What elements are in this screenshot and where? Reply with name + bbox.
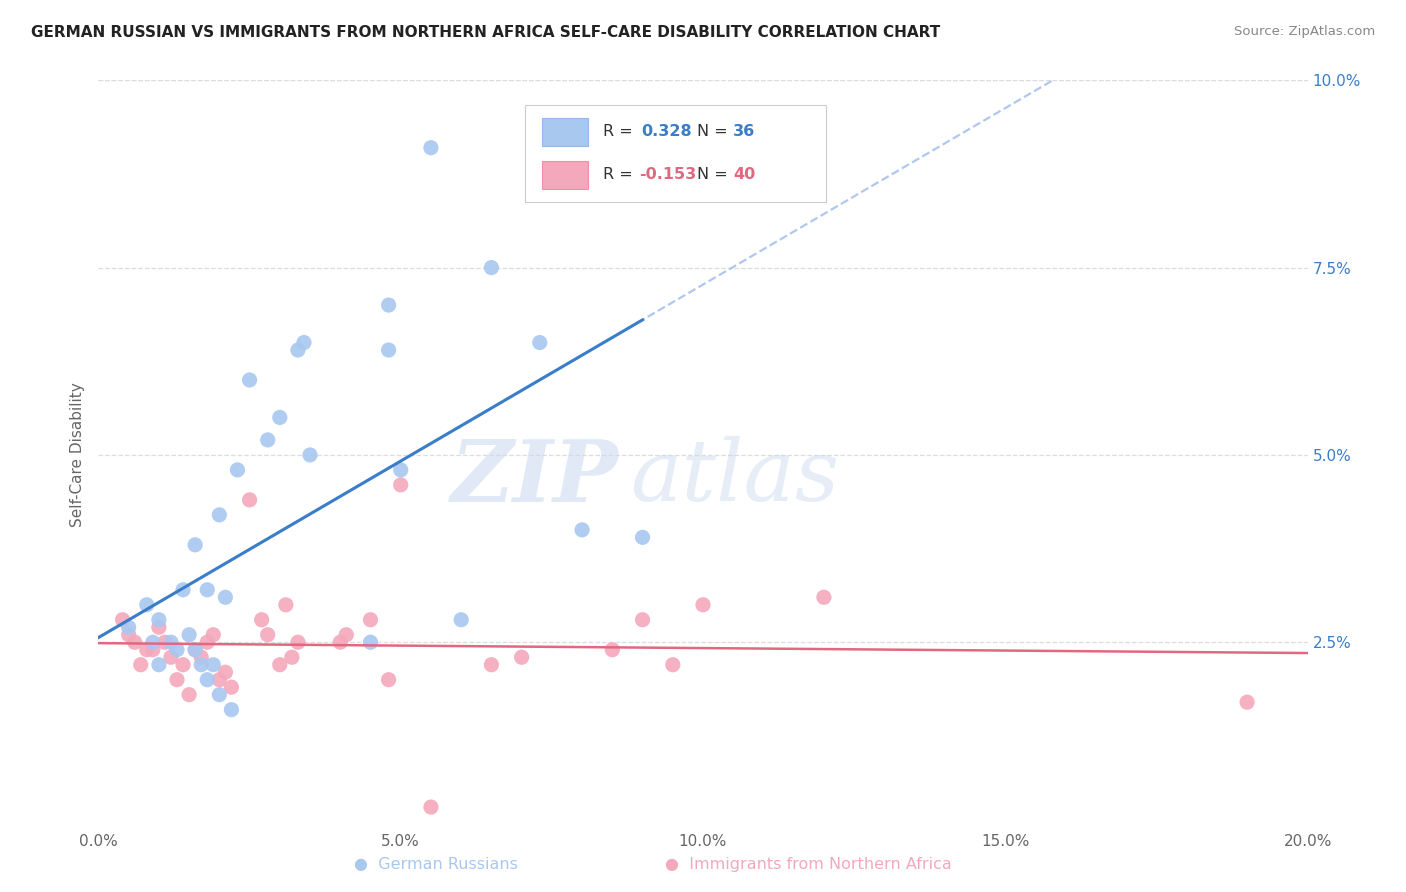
Point	[142, 642, 165, 657]
Point	[195, 673, 218, 687]
Point	[389, 478, 412, 492]
Point	[287, 343, 309, 357]
Text: R =: R =	[603, 124, 637, 139]
Point	[256, 433, 278, 447]
Point	[360, 613, 382, 627]
Text: ●  German Russians: ● German Russians	[354, 857, 517, 872]
Point	[153, 635, 176, 649]
Point	[292, 335, 315, 350]
Point	[571, 523, 593, 537]
Point	[179, 688, 201, 702]
Point	[299, 448, 322, 462]
Point	[631, 613, 654, 627]
Text: 36: 36	[734, 124, 755, 139]
Point	[129, 657, 152, 672]
Point	[692, 598, 714, 612]
Text: GERMAN RUSSIAN VS IMMIGRANTS FROM NORTHERN AFRICA SELF-CARE DISABILITY CORRELATI: GERMAN RUSSIAN VS IMMIGRANTS FROM NORTHE…	[31, 25, 941, 40]
Point	[184, 642, 207, 657]
Point	[142, 635, 165, 649]
Point	[195, 582, 218, 597]
Point	[166, 642, 188, 657]
Point	[631, 530, 654, 544]
Point	[202, 628, 225, 642]
Point	[329, 635, 352, 649]
Point	[148, 620, 170, 634]
Point	[450, 613, 472, 627]
Point	[184, 642, 207, 657]
Point	[148, 613, 170, 627]
Bar	[543, 118, 588, 146]
Point	[481, 260, 503, 275]
Point	[124, 635, 146, 649]
Text: Source: ZipAtlas.com: Source: ZipAtlas.com	[1234, 25, 1375, 38]
Text: R =: R =	[603, 168, 637, 182]
Point	[135, 642, 157, 657]
Point	[208, 508, 231, 522]
Point	[221, 703, 243, 717]
Point	[287, 635, 309, 649]
Point	[481, 657, 503, 672]
Point	[160, 635, 183, 649]
Point	[208, 673, 231, 687]
Point	[420, 800, 443, 814]
Point	[172, 657, 194, 672]
FancyBboxPatch shape	[526, 105, 827, 202]
Y-axis label: Self-Care Disability: Self-Care Disability	[70, 383, 86, 527]
Text: ●  Immigrants from Northern Africa: ● Immigrants from Northern Africa	[665, 857, 952, 872]
Point	[360, 635, 382, 649]
Point	[377, 343, 399, 357]
Text: -0.153: -0.153	[638, 168, 696, 182]
Point	[335, 628, 357, 642]
Point	[226, 463, 249, 477]
Point	[377, 673, 399, 687]
Point	[190, 650, 212, 665]
Point	[148, 657, 170, 672]
Point	[214, 665, 236, 680]
Point	[269, 410, 291, 425]
Point	[118, 628, 141, 642]
Point	[214, 591, 236, 605]
Text: 40: 40	[734, 168, 755, 182]
Bar	[543, 161, 588, 189]
Point	[160, 650, 183, 665]
Point	[420, 141, 443, 155]
Point	[274, 598, 297, 612]
Point	[135, 598, 157, 612]
Point	[256, 628, 278, 642]
Point	[661, 657, 683, 672]
Point	[118, 620, 141, 634]
Point	[172, 582, 194, 597]
Point	[510, 650, 533, 665]
Text: N =: N =	[697, 168, 733, 182]
Text: ZIP: ZIP	[450, 435, 619, 519]
Point	[179, 628, 201, 642]
Point	[377, 298, 399, 312]
Point	[389, 463, 412, 477]
Text: N =: N =	[697, 124, 733, 139]
Point	[239, 373, 262, 387]
Point	[281, 650, 304, 665]
Point	[602, 642, 624, 657]
Point	[813, 591, 835, 605]
Point	[529, 335, 551, 350]
Point	[250, 613, 273, 627]
Point	[1236, 695, 1258, 709]
Text: 0.328: 0.328	[641, 124, 692, 139]
Point	[111, 613, 134, 627]
Point	[195, 635, 218, 649]
Point	[269, 657, 291, 672]
Point	[202, 657, 225, 672]
Point	[166, 673, 188, 687]
Point	[221, 680, 243, 694]
Point	[184, 538, 207, 552]
Point	[208, 688, 231, 702]
Point	[239, 492, 262, 507]
Text: atlas: atlas	[630, 436, 839, 519]
Point	[190, 657, 212, 672]
